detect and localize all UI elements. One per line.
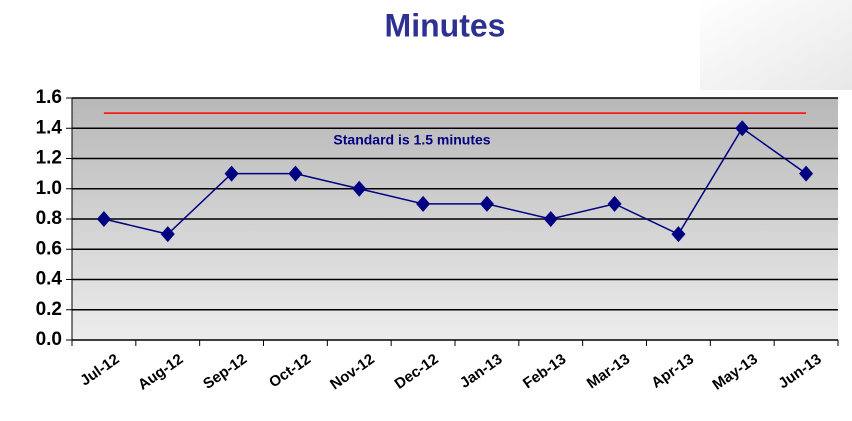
y-tick-label: 0.0	[36, 329, 62, 350]
x-tick-label: May-13	[709, 351, 760, 394]
chart-title: Minutes	[385, 7, 506, 43]
x-tick-label: Dec-12	[392, 351, 442, 393]
y-tick-label: 0.4	[36, 269, 63, 290]
y-tick-label: 1.6	[36, 87, 62, 108]
annotation: Standard is 1.5 minutes	[333, 132, 490, 148]
x-tick-label: Aug-12	[135, 351, 186, 394]
x-tick-label: Nov-12	[327, 351, 378, 394]
x-tick-label: Apr-13	[648, 351, 697, 392]
x-tick-label: Oct-12	[266, 351, 314, 392]
y-tick-label: 0.8	[36, 208, 62, 229]
x-tick-label: Feb-13	[520, 351, 569, 393]
y-tick-label: 0.2	[36, 299, 62, 320]
chart: Minutes Standard is 1.5 minutes 0.0 0.2 0.…	[0, 0, 852, 421]
y-tick-label: 1.2	[36, 148, 62, 169]
background-decoration	[700, 0, 852, 90]
y-tick-label: 0.6	[36, 238, 62, 259]
x-tick-label: Jun-13	[775, 351, 824, 393]
y-tick-label: 1.4	[36, 117, 63, 138]
x-tick-label: Jan-13	[457, 351, 506, 392]
y-tick-label: 1.0	[36, 178, 62, 199]
x-tick-label: Mar-13	[584, 351, 633, 393]
x-tick-label: Jul-12	[77, 351, 122, 390]
x-tick-label: Sep-12	[200, 351, 250, 393]
